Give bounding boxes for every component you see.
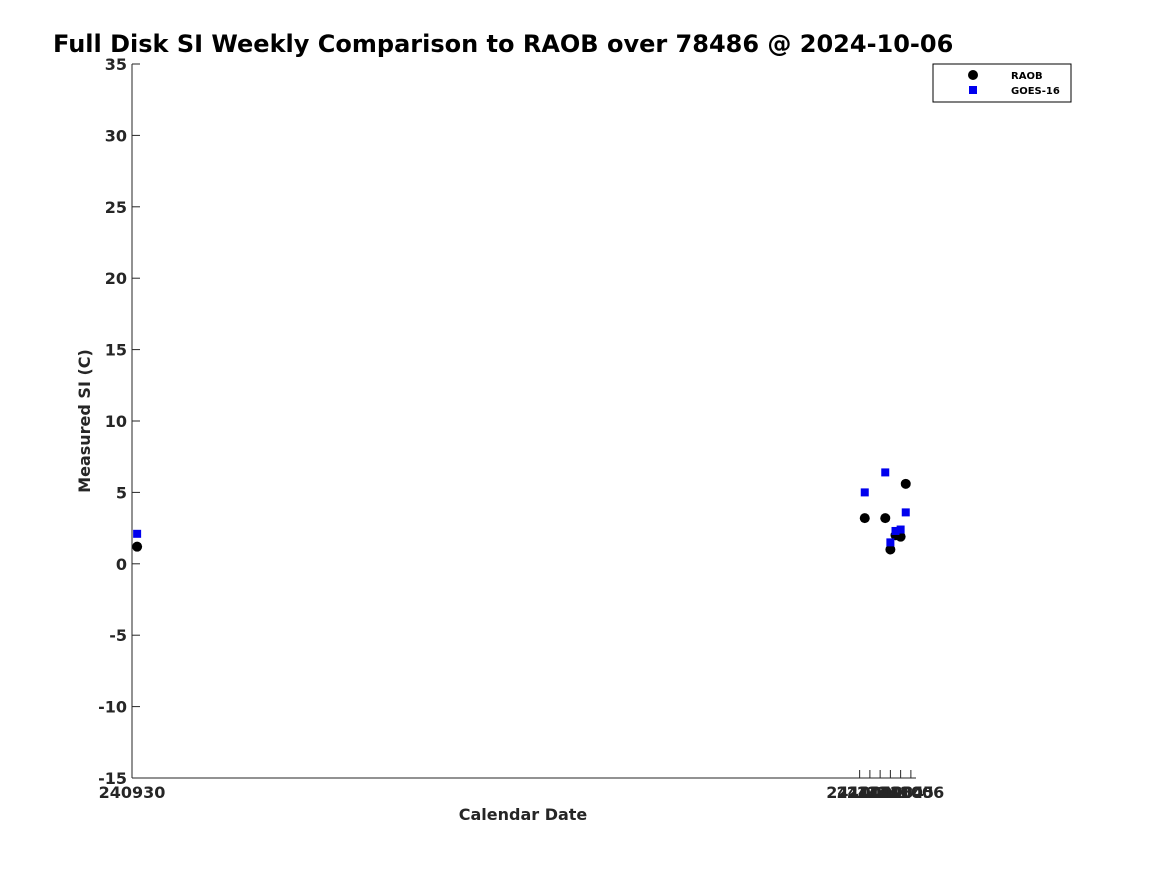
- y-tick-label: 15: [105, 341, 127, 360]
- y-tick-label: 5: [116, 483, 127, 502]
- x-tick-label: 241002: [836, 783, 903, 802]
- x-tick-label: 240930: [99, 783, 166, 802]
- goes-16-point: [901, 508, 910, 517]
- x-tick-label: 241001: [826, 783, 893, 802]
- chart-title: Full Disk SI Weekly Comparison to RAOB o…: [53, 30, 953, 58]
- raob-point: [900, 478, 911, 489]
- y-tick-label: 30: [105, 126, 127, 145]
- data-points: [132, 468, 911, 555]
- goes-16-point: [896, 525, 905, 534]
- x-tick-label: 241006: [877, 783, 944, 802]
- raob-point: [859, 513, 870, 524]
- goes-16-point: [886, 538, 895, 547]
- legend-marker-raob: [968, 70, 978, 80]
- raob-point: [132, 541, 143, 552]
- goes-16-point: [881, 468, 890, 477]
- x-tick-label: 241003: [847, 783, 914, 802]
- goes-16-point: [891, 526, 900, 535]
- y-tick-label: -10: [98, 698, 127, 717]
- legend: RAOB GOES-16: [932, 63, 1072, 103]
- raob-point: [880, 513, 891, 524]
- legend-label-goes-16: GOES-16: [1011, 86, 1060, 97]
- legend-label-raob: RAOB: [1011, 71, 1043, 82]
- goes-16-point: [860, 488, 869, 497]
- legend-box: [932, 63, 1072, 103]
- y-axis-ticks: -15 -10 -5 0 5 10 15 20 25 30 35: [98, 55, 140, 788]
- goes-16-point: [133, 529, 142, 538]
- x-tick-label: 241005: [867, 783, 934, 802]
- y-tick-label: -5: [109, 626, 127, 645]
- y-tick-label: 10: [105, 412, 127, 431]
- y-tick-label: 35: [105, 55, 127, 74]
- y-tick-label: -15: [98, 769, 127, 788]
- y-tick-label: 0: [116, 555, 127, 574]
- legend-marker-goes-16: [969, 86, 977, 94]
- x-axis-label: Calendar Date: [459, 805, 588, 824]
- plot-axes: [131, 64, 916, 779]
- x-tick-label: 241004: [857, 783, 924, 802]
- y-axis-label: Measured SI (C): [75, 349, 94, 493]
- x-axis-ticks: 240930 2410012410022410032410042410052410…: [99, 770, 944, 802]
- raob-point: [885, 544, 896, 555]
- y-tick-label: 20: [105, 269, 127, 288]
- y-tick-label: 25: [105, 198, 127, 217]
